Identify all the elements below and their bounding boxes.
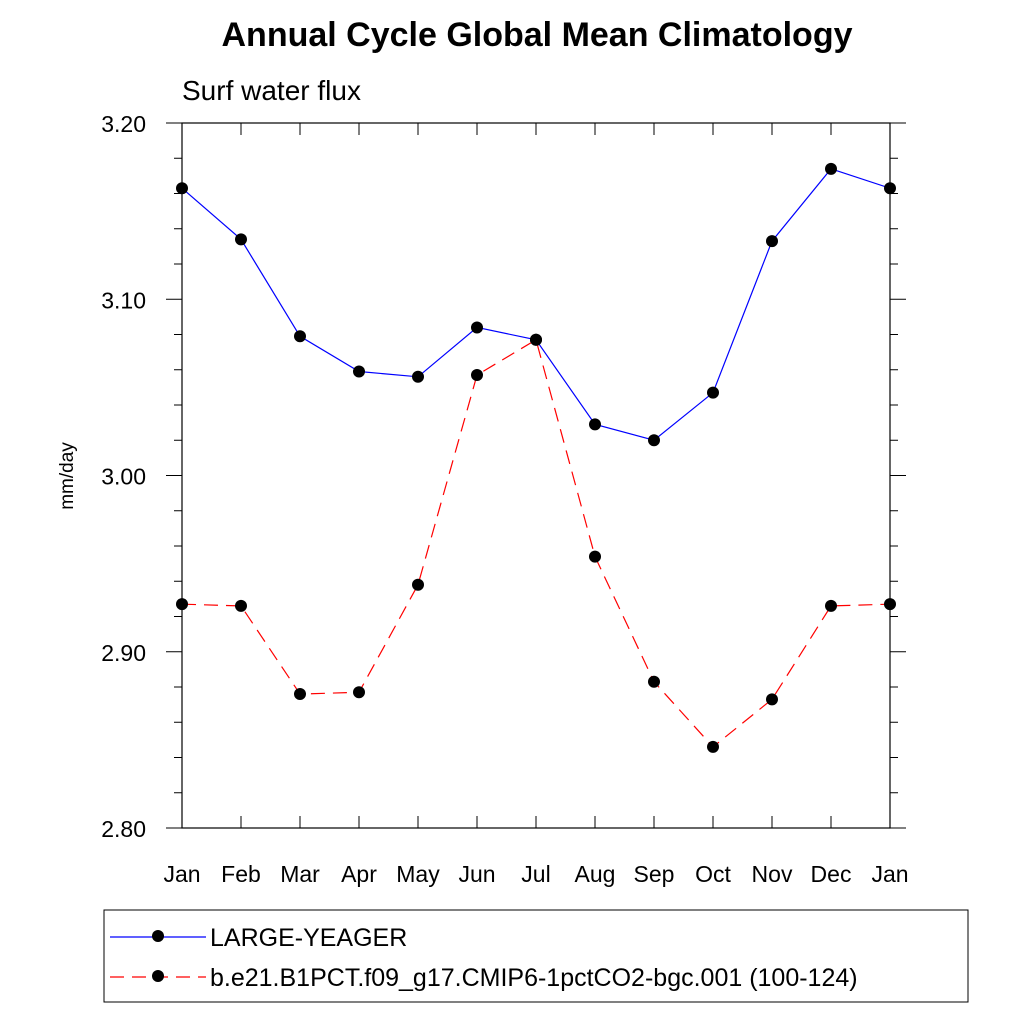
series-0-point [412, 370, 424, 383]
series-0-point [176, 182, 188, 195]
series-1-point [825, 599, 837, 612]
series-0-point [235, 233, 247, 246]
y-tick-label: 3.10 [101, 287, 146, 313]
series-0-point [353, 365, 365, 378]
axes: Jan Feb Mar Apr May Jun Jul Aug Sep Oct Nov Dec Jan 2… [101, 111, 908, 887]
x-tick-label: Jan [163, 861, 200, 887]
series-0-point [766, 235, 778, 248]
chart-subtitle: Surf water flux [182, 75, 361, 106]
x-tick-label: Mar [280, 861, 320, 887]
x-tick-label: Nov [752, 861, 793, 887]
x-tick-label: May [396, 861, 440, 887]
series-1-point [294, 688, 306, 701]
series-0-point [471, 321, 483, 334]
legend-label-b-e21: b.e21.B1PCT.f09_g17.CMIP6-1pctCO2-bgc.00… [210, 964, 858, 992]
y-axis-label: mm/day [57, 442, 78, 510]
series-layer [176, 162, 896, 753]
legend-marker-large-yeager [152, 930, 164, 942]
x-tick-label: Sep [634, 861, 675, 887]
y-tick-label: 3.20 [101, 111, 146, 137]
y-tick-label: 2.80 [101, 816, 146, 842]
x-tick-label: Aug [575, 861, 616, 887]
legend-marker-b-e21 [152, 970, 164, 982]
series-1-point [648, 675, 660, 688]
y-tick-label: 3.00 [101, 464, 146, 490]
series-1-point [471, 369, 483, 382]
series-0-point [707, 386, 719, 399]
y-tick-label: 2.90 [101, 640, 146, 666]
chart-title: Annual Cycle Global Mean Climatology [222, 16, 853, 54]
legend-box [103, 909, 969, 1003]
x-tick-label: Feb [221, 861, 261, 887]
series-1-point [176, 598, 188, 611]
x-tick-label: Jul [521, 861, 550, 887]
legend: LARGE-YEAGER b.e21.B1PCT.f09_g17.CMIP6-1… [110, 924, 858, 992]
x-tick-label: Apr [341, 861, 377, 887]
x-tick-label: Jun [458, 861, 495, 887]
series-0-point [589, 418, 601, 431]
x-tick-label: Jan [871, 861, 908, 887]
series-1-point [589, 550, 601, 563]
series-1-point [235, 599, 247, 612]
series-1-point [766, 693, 778, 706]
series-0-point [825, 162, 837, 175]
x-tick-label: Oct [695, 861, 731, 887]
series-1-point [353, 686, 365, 699]
series-0-point [294, 330, 306, 343]
series-1-point [707, 740, 719, 753]
series-0-point [884, 182, 896, 195]
legend-label-large-yeager: LARGE-YEAGER [210, 924, 407, 952]
x-tick-label: Dec [811, 861, 852, 887]
series-0-point [648, 434, 660, 447]
series-1-point [530, 333, 542, 346]
series-1-point [412, 578, 424, 591]
series-1-point [884, 598, 896, 611]
